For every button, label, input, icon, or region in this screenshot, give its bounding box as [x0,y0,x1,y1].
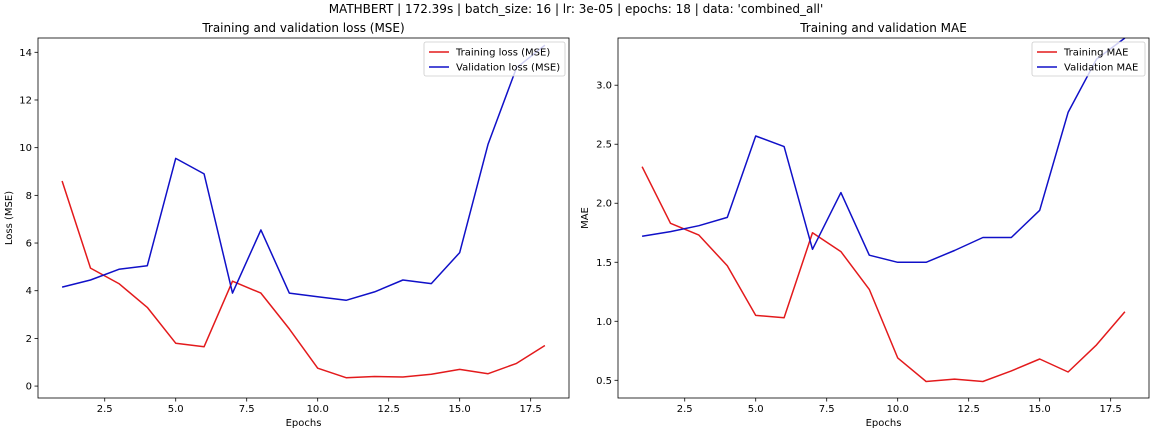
figure-suptitle: MATHBERT | 172.39s | batch_size: 16 | lr… [329,2,824,16]
mae-x-tick-label: 10.0 [887,404,909,415]
loss-y-tick-label: 2 [26,334,32,345]
mae-series-line-training [641,166,1126,383]
mae-chart-panel: Training and validation MAE 2.5 5.0 7.5 10.0… [580,21,1150,429]
loss-y-tick-label: 14 [19,48,32,59]
loss-y-tick-label: 6 [26,239,32,250]
loss-series-line-training [61,180,546,379]
mae-y-tick-label: 2.0 [596,199,612,210]
mae-series-line-validation [641,38,1126,264]
mae-y-axis-label: MAE [580,207,591,229]
mae-x-tick-label: 17.5 [1100,404,1122,415]
loss-y-tick-label: 0 [26,382,32,393]
mae-y-tick-label: 2.5 [596,140,612,151]
loss-y-axis-label: Loss (MSE) [4,191,15,245]
loss-axes-frame [37,37,570,399]
mae-x-axis-label: Epochs [866,418,902,429]
loss-x-tick-label: 5.0 [168,404,184,415]
loss-chart-panel: Training and validation loss (MSE) 2.5 5.0… [4,21,570,429]
loss-chart-title: Training and validation loss (MSE) [201,21,404,35]
loss-legend-box [423,41,566,77]
loss-x-tick-label: 17.5 [520,404,542,415]
loss-legend: Training loss (MSE) Validation loss (MSE) [423,41,566,77]
mae-x-tick-label: 5.0 [748,404,764,415]
loss-y-tick-label: 8 [26,191,32,202]
mae-y-tick-label: 3.0 [596,81,612,92]
mae-y-tick-label: 1.5 [596,258,612,269]
loss-x-tick-label: 15.0 [449,404,471,415]
loss-legend-label: Training loss (MSE) [455,48,550,59]
mae-chart-title: Training and validation MAE [799,21,967,35]
loss-x-tick-label: 12.5 [378,404,400,415]
mae-legend-label: Validation MAE [1064,63,1138,74]
mae-x-tick-label: 7.5 [819,404,835,415]
loss-y-tick-label: 4 [26,286,32,297]
mae-legend-box [1031,41,1146,77]
loss-y-tick-label: 10 [19,143,32,154]
mae-x-tick-label: 15.0 [1029,404,1051,415]
mae-y-tick-label: 1.0 [596,317,612,328]
mae-axes-frame [617,37,1150,399]
loss-x-tick-label: 10.0 [307,404,329,415]
loss-y-tick-label: 12 [19,95,32,106]
mae-y-tick-label: 0.5 [596,376,612,387]
loss-legend-label: Validation loss (MSE) [456,63,560,74]
mae-x-tick-label: 2.5 [677,404,693,415]
loss-x-tick-label: 7.5 [239,404,255,415]
loss-series-line-validation [61,44,546,302]
mae-x-tick-label: 12.5 [958,404,980,415]
loss-x-tick-label: 2.5 [97,404,113,415]
mae-legend-label: Training MAE [1063,48,1128,59]
loss-x-axis-label: Epochs [286,418,322,429]
mae-legend: Training MAE Validation MAE [1031,41,1146,77]
